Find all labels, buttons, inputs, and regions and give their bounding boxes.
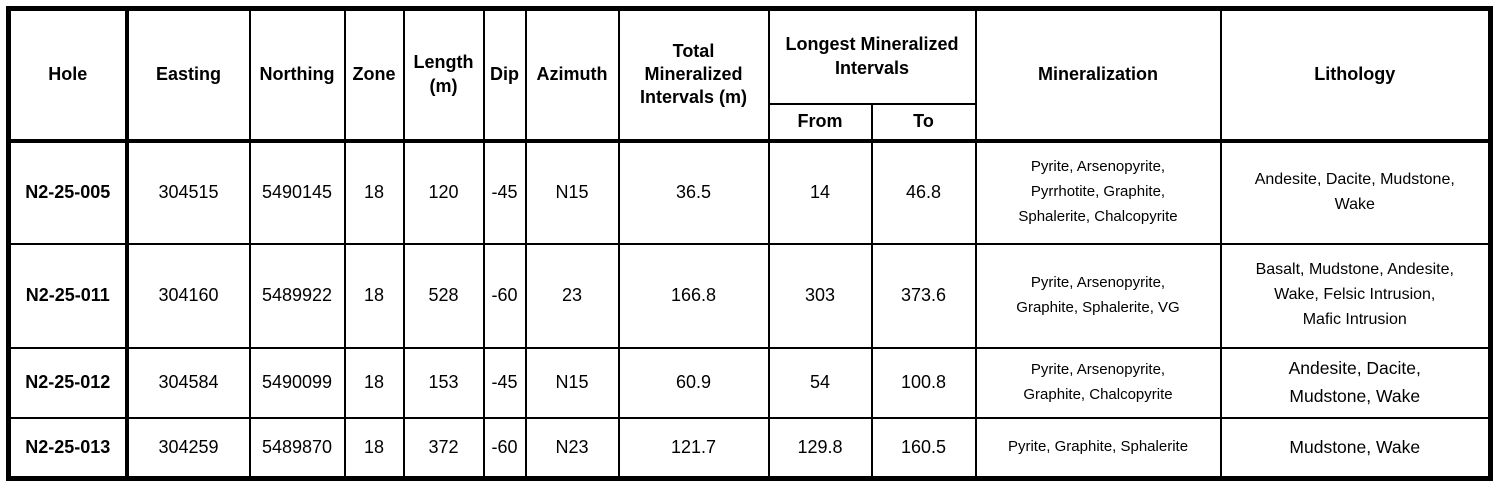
cell-hole: N2-25-011 xyxy=(7,242,129,349)
cell-hole: N2-25-013 xyxy=(7,416,129,480)
cell-easting: 304259 xyxy=(125,416,251,480)
col-header-easting: Easting xyxy=(125,7,251,143)
cell-from: 54 xyxy=(767,346,873,419)
cell-easting: 304515 xyxy=(125,139,251,245)
cell-easting: 304160 xyxy=(125,242,251,349)
cell-zone: 18 xyxy=(343,416,405,480)
col-header-lithology: Lithology xyxy=(1219,7,1492,143)
cell-length: 153 xyxy=(402,346,485,419)
cell-mineralization: Pyrite, Arsenopyrite, Graphite, Sphaleri… xyxy=(974,242,1222,349)
cell-lithology: Mudstone, Wake xyxy=(1219,416,1492,480)
cell-total-mineralized: 36.5 xyxy=(617,139,770,245)
cell-northing: 5490145 xyxy=(248,139,346,245)
cell-easting: 304584 xyxy=(125,346,251,419)
cell-length: 372 xyxy=(402,416,485,480)
cell-from: 303 xyxy=(767,242,873,349)
table-row: N2-25-005 304515 5490145 18 120 -45 N15 … xyxy=(7,139,1492,245)
col-header-azimuth: Azimuth xyxy=(524,7,620,143)
cell-dip: -60 xyxy=(482,416,527,480)
table-row: N2-25-013 304259 5489870 18 372 -60 N23 … xyxy=(7,416,1492,480)
header-row-main: Hole Easting Northing Zone Length (m) Di… xyxy=(7,7,1492,143)
cell-northing: 5489922 xyxy=(248,242,346,349)
table-row: N2-25-012 304584 5490099 18 153 -45 N15 … xyxy=(7,346,1492,419)
cell-length: 120 xyxy=(402,139,485,245)
cell-azimuth: 23 xyxy=(524,242,620,349)
cell-dip: -45 xyxy=(482,346,527,419)
table-body: N2-25-005 304515 5490145 18 120 -45 N15 … xyxy=(7,139,1492,480)
col-header-mineralization: Mineralization xyxy=(974,7,1222,143)
cell-dip: -45 xyxy=(482,139,527,245)
cell-mineralization: Pyrite, Arsenopyrite, Graphite, Chalcopy… xyxy=(974,346,1222,419)
cell-northing: 5490099 xyxy=(248,346,346,419)
cell-zone: 18 xyxy=(343,346,405,419)
cell-azimuth: N15 xyxy=(524,139,620,245)
cell-total-mineralized: 60.9 xyxy=(617,346,770,419)
cell-mineralization: Pyrite, Graphite, Sphalerite xyxy=(974,416,1222,480)
cell-lithology: Andesite, Dacite, Mudstone, Wake xyxy=(1219,346,1492,419)
cell-hole: N2-25-005 xyxy=(7,139,129,245)
col-header-from: From xyxy=(767,102,873,143)
cell-to: 160.5 xyxy=(870,416,977,480)
cell-azimuth: N23 xyxy=(524,416,620,480)
cell-northing: 5489870 xyxy=(248,416,346,480)
cell-mineralization: Pyrite, Arsenopyrite, Pyrrhotite, Graphi… xyxy=(974,139,1222,245)
cell-zone: 18 xyxy=(343,242,405,349)
col-header-dip: Dip xyxy=(482,7,527,143)
table-row: N2-25-011 304160 5489922 18 528 -60 23 1… xyxy=(7,242,1492,349)
cell-total-mineralized: 121.7 xyxy=(617,416,770,480)
cell-total-mineralized: 166.8 xyxy=(617,242,770,349)
cell-zone: 18 xyxy=(343,139,405,245)
col-header-hole: Hole xyxy=(7,7,129,143)
table-header: Hole Easting Northing Zone Length (m) Di… xyxy=(7,7,1492,143)
cell-lithology: Basalt, Mudstone, Andesite, Wake, Felsic… xyxy=(1219,242,1492,349)
col-header-length: Length (m) xyxy=(402,7,485,143)
col-header-longest-mineralized: Longest Mineralized Intervals xyxy=(767,7,977,105)
cell-to: 373.6 xyxy=(870,242,977,349)
cell-lithology: Andesite, Dacite, Mudstone, Wake xyxy=(1219,139,1492,245)
col-header-zone: Zone xyxy=(343,7,405,143)
cell-hole: N2-25-012 xyxy=(7,346,129,419)
cell-azimuth: N15 xyxy=(524,346,620,419)
cell-to: 100.8 xyxy=(870,346,977,419)
col-header-northing: Northing xyxy=(248,7,346,143)
header-row-sub: From To xyxy=(9,102,1491,143)
col-header-total-mineralized: Total Mineralized Intervals (m) xyxy=(617,7,770,143)
cell-from: 129.8 xyxy=(767,416,873,480)
cell-to: 46.8 xyxy=(870,139,977,245)
cell-dip: -60 xyxy=(482,242,527,349)
col-header-to: To xyxy=(870,102,977,143)
drill-results-table: Hole Easting Northing Zone Length (m) Di… xyxy=(6,6,1493,481)
cell-length: 528 xyxy=(402,242,485,349)
cell-from: 14 xyxy=(767,139,873,245)
